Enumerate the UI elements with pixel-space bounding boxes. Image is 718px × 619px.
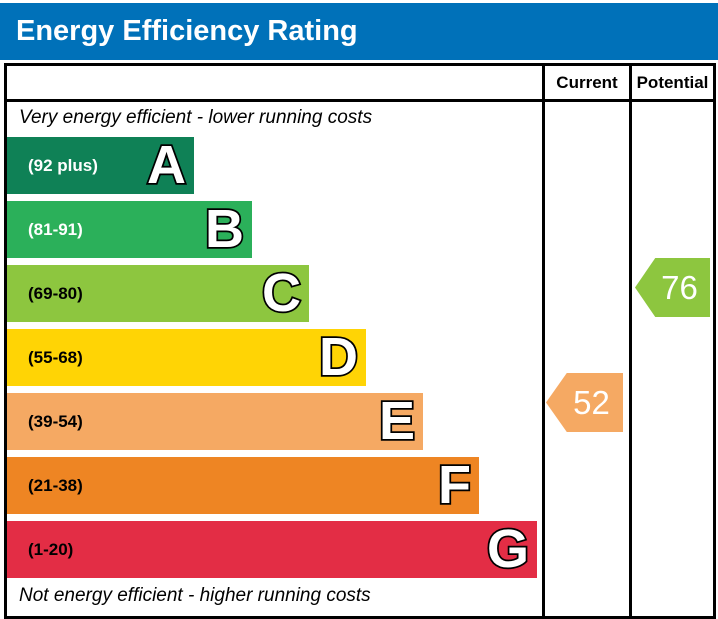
table-header-row: Current Potential bbox=[7, 66, 713, 102]
current-arrow: 52 bbox=[546, 373, 623, 432]
band-row-c: (69-80) C bbox=[7, 263, 309, 324]
potential-column-divider bbox=[629, 66, 632, 616]
rating-table: Current Potential Very energy efficient … bbox=[4, 63, 716, 619]
current-column-header: Current bbox=[556, 72, 618, 92]
band-letter: F bbox=[436, 455, 473, 516]
band-range-label: (55-68) bbox=[28, 347, 83, 367]
band-letter: E bbox=[377, 391, 417, 452]
band-range-label: (39-54) bbox=[28, 411, 83, 431]
page-title: Energy Efficiency Rating bbox=[16, 15, 358, 47]
band-row-a: (92 plus) A bbox=[7, 135, 194, 196]
header-bar: Energy Efficiency Rating bbox=[0, 3, 718, 60]
band-row-e: (39-54) E bbox=[7, 391, 423, 452]
band-row-b: (81-91) B bbox=[7, 199, 252, 260]
band-letter: D bbox=[317, 327, 360, 388]
rating-table-inner: Current Potential Very energy efficient … bbox=[7, 66, 713, 616]
band-row-f: (21-38) F bbox=[7, 455, 479, 516]
band-letter: A bbox=[145, 135, 188, 196]
band-row-g: (1-20) G bbox=[7, 519, 537, 580]
band-row-d: (55-68) D bbox=[7, 327, 366, 388]
potential-arrow: 76 bbox=[635, 258, 710, 317]
band-range-label: (81-91) bbox=[28, 219, 83, 239]
band-list: (92 plus) A (81-91) B (69-80) C (55-68) … bbox=[7, 135, 542, 585]
band-range-label: (69-80) bbox=[28, 283, 83, 303]
band-letter: B bbox=[203, 199, 246, 260]
band-range-label: (21-38) bbox=[28, 475, 83, 495]
potential-column-header: Potential bbox=[636, 72, 709, 92]
band-range-label: (1-20) bbox=[28, 539, 74, 559]
current-column-divider bbox=[542, 66, 545, 616]
band-letter: C bbox=[260, 263, 303, 324]
band-range-label: (92 plus) bbox=[28, 155, 98, 175]
band-letter: G bbox=[485, 519, 531, 580]
current-value: 52 bbox=[573, 383, 610, 421]
top-note: Very energy efficient - lower running co… bbox=[19, 107, 373, 128]
potential-value: 76 bbox=[661, 268, 698, 306]
bottom-note: Not energy efficient - higher running co… bbox=[19, 585, 371, 606]
